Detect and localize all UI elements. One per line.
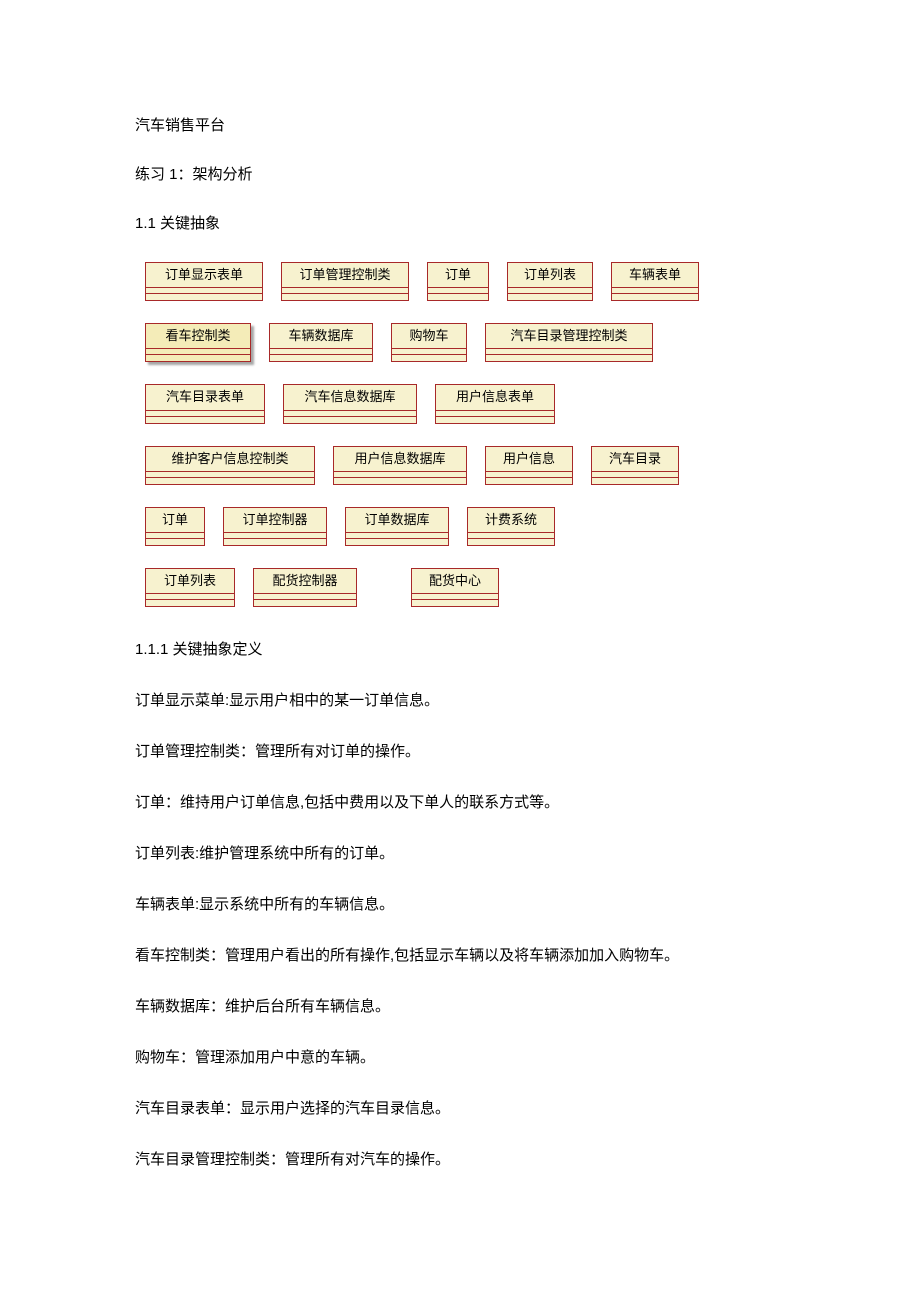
definition-text: 订单：维持用户订单信息,包括中费用以及下单人的联系方式等。	[135, 792, 785, 813]
uml-class-name: 用户信息	[486, 447, 572, 472]
uml-class-methods	[146, 355, 250, 361]
uml-class-name: 维护客户信息控制类	[146, 447, 314, 472]
definition-text: 汽车目录管理控制类：管理所有对汽车的操作。	[135, 1149, 785, 1170]
uml-class-box: 汽车目录管理控制类	[485, 323, 653, 362]
uml-class-box: 订单管理控制类	[281, 262, 409, 301]
uml-diagram: 订单显示表单订单管理控制类订单订单列表车辆表单 看车控制类车辆数据库购物车汽车目…	[135, 262, 785, 607]
uml-class-name: 配货中心	[412, 569, 498, 594]
uml-class-box: 计费系统	[467, 507, 555, 546]
uml-class-box: 订单显示表单	[145, 262, 263, 301]
section-1-1-1-heading: 1.1.1 关键抽象定义	[135, 639, 785, 660]
box-row-6: 订单列表配货控制器 配货中心	[145, 568, 785, 607]
uml-class-name: 订单控制器	[224, 508, 326, 533]
uml-class-methods	[592, 478, 678, 484]
uml-class-name: 汽车目录	[592, 447, 678, 472]
uml-class-box: 订单	[427, 262, 489, 301]
uml-class-name: 订单	[146, 508, 204, 533]
box-row-2: 看车控制类车辆数据库购物车汽车目录管理控制类	[145, 323, 785, 362]
definition-text: 汽车目录表单：显示用户选择的汽车目录信息。	[135, 1098, 785, 1119]
uml-class-methods	[282, 294, 408, 300]
uml-class-name: 计费系统	[468, 508, 554, 533]
section-1-1-heading: 1.1 关键抽象	[135, 213, 785, 234]
uml-class-name: 看车控制类	[146, 324, 250, 349]
uml-class-name: 订单	[428, 263, 488, 288]
uml-class-methods	[412, 600, 498, 606]
definition-text: 车辆数据库：维护后台所有车辆信息。	[135, 996, 785, 1017]
uml-class-methods	[224, 539, 326, 545]
uml-class-name: 用户信息表单	[436, 385, 554, 410]
uml-class-methods	[508, 294, 592, 300]
uml-class-methods	[254, 600, 356, 606]
uml-class-methods	[486, 355, 652, 361]
uml-class-name: 订单管理控制类	[282, 263, 408, 288]
uml-class-box: 订单列表	[507, 262, 593, 301]
uml-class-box: 购物车	[391, 323, 467, 362]
definition-text: 订单列表:维护管理系统中所有的订单。	[135, 843, 785, 864]
uml-class-methods	[392, 355, 466, 361]
uml-class-methods	[428, 294, 488, 300]
uml-class-methods	[612, 294, 698, 300]
uml-class-name: 用户信息数据库	[334, 447, 466, 472]
uml-class-name: 车辆表单	[612, 263, 698, 288]
definition-text: 看车控制类：管理用户看出的所有操作,包括显示车辆以及将车辆添加加入购物车。	[135, 945, 785, 966]
uml-class-methods	[146, 417, 264, 423]
uml-class-methods	[146, 294, 262, 300]
uml-class-box: 配货控制器	[253, 568, 357, 607]
uml-class-box: 维护客户信息控制类	[145, 446, 315, 485]
uml-class-methods	[284, 417, 416, 423]
definition-text: 车辆表单:显示系统中所有的车辆信息。	[135, 894, 785, 915]
uml-class-box: 用户信息表单	[435, 384, 555, 423]
uml-class-name: 汽车信息数据库	[284, 385, 416, 410]
uml-class-name: 汽车目录管理控制类	[486, 324, 652, 349]
exercise-heading: 练习 1：架构分析	[135, 164, 785, 185]
uml-class-box: 汽车目录表单	[145, 384, 265, 423]
uml-class-box: 订单控制器	[223, 507, 327, 546]
uml-class-box: 订单列表	[145, 568, 235, 607]
box-row-3: 汽车目录表单汽车信息数据库用户信息表单	[145, 384, 785, 423]
uml-class-box: 车辆表单	[611, 262, 699, 301]
uml-class-methods	[146, 600, 234, 606]
uml-class-name: 订单显示表单	[146, 263, 262, 288]
uml-class-box: 汽车信息数据库	[283, 384, 417, 423]
uml-class-methods	[486, 478, 572, 484]
uml-class-name: 配货控制器	[254, 569, 356, 594]
uml-class-box: 配货中心	[411, 568, 499, 607]
uml-class-name: 汽车目录表单	[146, 385, 264, 410]
uml-class-box: 订单数据库	[345, 507, 449, 546]
uml-class-box: 用户信息	[485, 446, 573, 485]
uml-class-box: 车辆数据库	[269, 323, 373, 362]
uml-class-methods	[146, 539, 204, 545]
definition-text: 购物车：管理添加用户中意的车辆。	[135, 1047, 785, 1068]
uml-class-methods	[146, 478, 314, 484]
uml-class-methods	[468, 539, 554, 545]
box-row-4: 维护客户信息控制类用户信息数据库用户信息汽车目录	[145, 446, 785, 485]
uml-class-name: 车辆数据库	[270, 324, 372, 349]
uml-class-box: 汽车目录	[591, 446, 679, 485]
page-title: 汽车销售平台	[135, 115, 785, 136]
box-row-1: 订单显示表单订单管理控制类订单订单列表车辆表单	[145, 262, 785, 301]
uml-class-name: 订单列表	[146, 569, 234, 594]
definition-text: 订单显示菜单:显示用户相中的某一订单信息。	[135, 690, 785, 711]
box-row-5: 订单订单控制器订单数据库计费系统	[145, 507, 785, 546]
uml-class-name: 订单数据库	[346, 508, 448, 533]
uml-class-box: 订单	[145, 507, 205, 546]
uml-class-methods	[270, 355, 372, 361]
uml-class-box: 看车控制类	[145, 323, 251, 362]
uml-class-box: 用户信息数据库	[333, 446, 467, 485]
uml-class-methods	[436, 417, 554, 423]
uml-class-methods	[346, 539, 448, 545]
definition-text: 订单管理控制类：管理所有对订单的操作。	[135, 741, 785, 762]
uml-class-methods	[334, 478, 466, 484]
uml-class-name: 购物车	[392, 324, 466, 349]
uml-class-name: 订单列表	[508, 263, 592, 288]
